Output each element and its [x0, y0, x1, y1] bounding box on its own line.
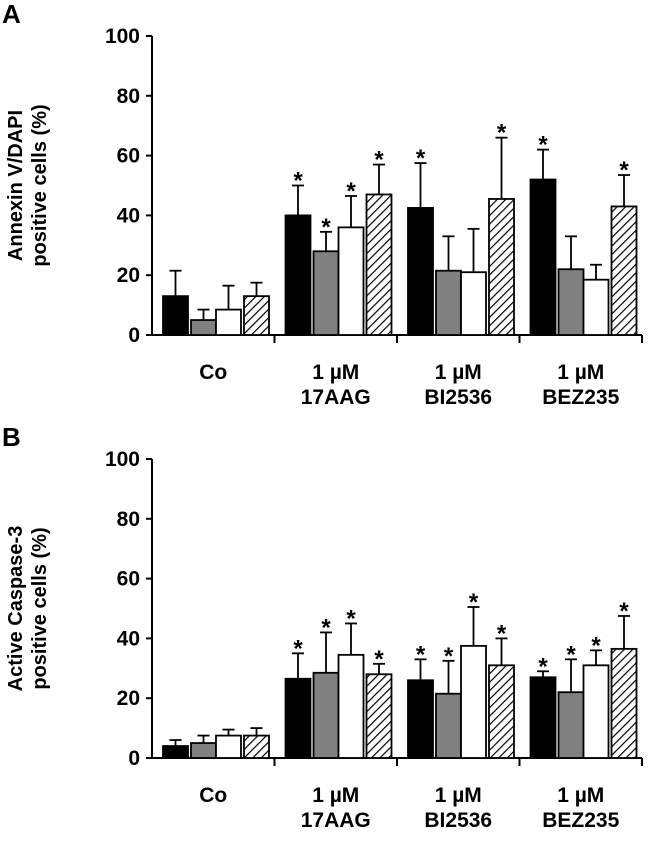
y-tick-label: 20 [117, 264, 140, 287]
y-axis-title-line: Annexin V/DAPI [5, 110, 27, 261]
x-category-label-line: BEZ235 [542, 386, 619, 409]
panel-a: A Annexin V/DAPI positive cells (%) 0 20 40 60… [2, 0, 643, 409]
x-category-label-line: 17AAG [301, 809, 371, 832]
x-category-label: Co [199, 361, 227, 384]
bar [610, 647, 638, 759]
bar [243, 734, 270, 759]
x-category-label-line: BI2536 [424, 386, 492, 409]
significance-star: * [619, 598, 629, 625]
significance-star: * [566, 641, 576, 668]
significance-star: * [374, 646, 384, 673]
significance-star: * [321, 614, 331, 641]
significance-star: * [444, 643, 454, 670]
x-category-label-line: 1 µM [312, 784, 359, 807]
bar [557, 268, 585, 336]
y-tick-label: 100 [105, 25, 140, 48]
significance-star: * [619, 157, 629, 184]
y-tick-label: 60 [117, 568, 140, 591]
x-category-label: 1 µM BEZ235 [542, 784, 619, 832]
bar [215, 308, 242, 336]
bar [610, 205, 638, 336]
significance-star: * [538, 132, 548, 159]
bar [488, 198, 515, 336]
bar [435, 692, 462, 759]
significance-star: * [321, 214, 331, 241]
bar [162, 745, 189, 759]
x-category-label-line: 1 µM [435, 361, 482, 384]
x-category-label: 1 µM BI2536 [424, 361, 492, 409]
bar [407, 207, 434, 336]
x-category-label-line: BEZ235 [542, 809, 619, 832]
y-axis-title-line: positive cells (%) [29, 104, 51, 266]
y-axis-title: Annexin V/DAPI positive cells (%) [5, 104, 51, 266]
bar [529, 178, 557, 336]
significance-star: * [374, 147, 384, 174]
bar [460, 644, 487, 759]
significance-star: * [497, 620, 507, 647]
x-category-label: 1 µM BEZ235 [542, 361, 619, 409]
bar [215, 734, 242, 759]
y-tick-label: 40 [117, 627, 140, 650]
bar [162, 295, 189, 336]
y-tick-label: 40 [117, 204, 140, 227]
y-tick-label: 0 [128, 747, 140, 770]
x-category-label-line: Co [199, 361, 227, 384]
x-category-label: Co [199, 784, 227, 807]
x-category-label-line: 17AAG [301, 386, 371, 409]
x-category-label-line: Co [199, 784, 227, 807]
y-tick-label: 80 [117, 508, 140, 531]
x-category-label: 1 µM 17AAG [301, 784, 371, 832]
significance-star: * [591, 632, 601, 659]
panel-letter: B [2, 422, 21, 452]
significance-star: * [416, 641, 426, 668]
bar [557, 691, 585, 759]
x-category-label-line: 1 µM [557, 361, 604, 384]
bar [582, 278, 610, 336]
y-tick-label: 20 [117, 687, 140, 710]
y-tick-label: 80 [117, 85, 140, 108]
bar [365, 673, 393, 759]
x-category-label: 1 µM 17AAG [301, 361, 371, 409]
bar [190, 319, 217, 336]
bar [407, 679, 434, 759]
bar [243, 295, 270, 336]
bar [582, 664, 610, 759]
bar [190, 742, 217, 759]
significance-star: * [346, 178, 356, 205]
bar [365, 193, 393, 336]
x-category-label-line: 1 µM [312, 361, 359, 384]
x-category-label: 1 µM BI2536 [424, 784, 492, 832]
panel-letter: A [2, 0, 21, 29]
y-axis-title-line: Active Caspase-3 [5, 526, 27, 692]
y-axis-title-line: positive cells (%) [29, 527, 51, 689]
significance-star: * [346, 605, 356, 632]
bar [529, 676, 557, 759]
bar [337, 653, 365, 759]
bar [460, 271, 487, 336]
bar [312, 671, 340, 759]
significance-star: * [293, 168, 303, 195]
y-tick-label: 0 [128, 324, 140, 347]
significance-star: * [497, 120, 507, 147]
significance-star: * [416, 145, 426, 172]
bar [488, 664, 515, 759]
significance-star: * [538, 653, 548, 680]
x-category-label-line: 1 µM [435, 784, 482, 807]
bar [337, 226, 365, 336]
significance-star: * [469, 589, 479, 616]
x-category-label-line: 1 µM [557, 784, 604, 807]
bar [435, 269, 462, 336]
y-axis-title: Active Caspase-3 positive cells (%) [5, 526, 51, 692]
bar [284, 214, 312, 336]
bar [312, 250, 340, 336]
significance-star: * [293, 635, 303, 662]
x-category-label-line: BI2536 [424, 809, 492, 832]
y-tick-label: 100 [105, 448, 140, 471]
y-tick-label: 60 [117, 145, 140, 168]
bar [284, 677, 312, 759]
panel-b: B Active Caspase-3 positive cells (%) 0 20 40… [2, 422, 643, 832]
